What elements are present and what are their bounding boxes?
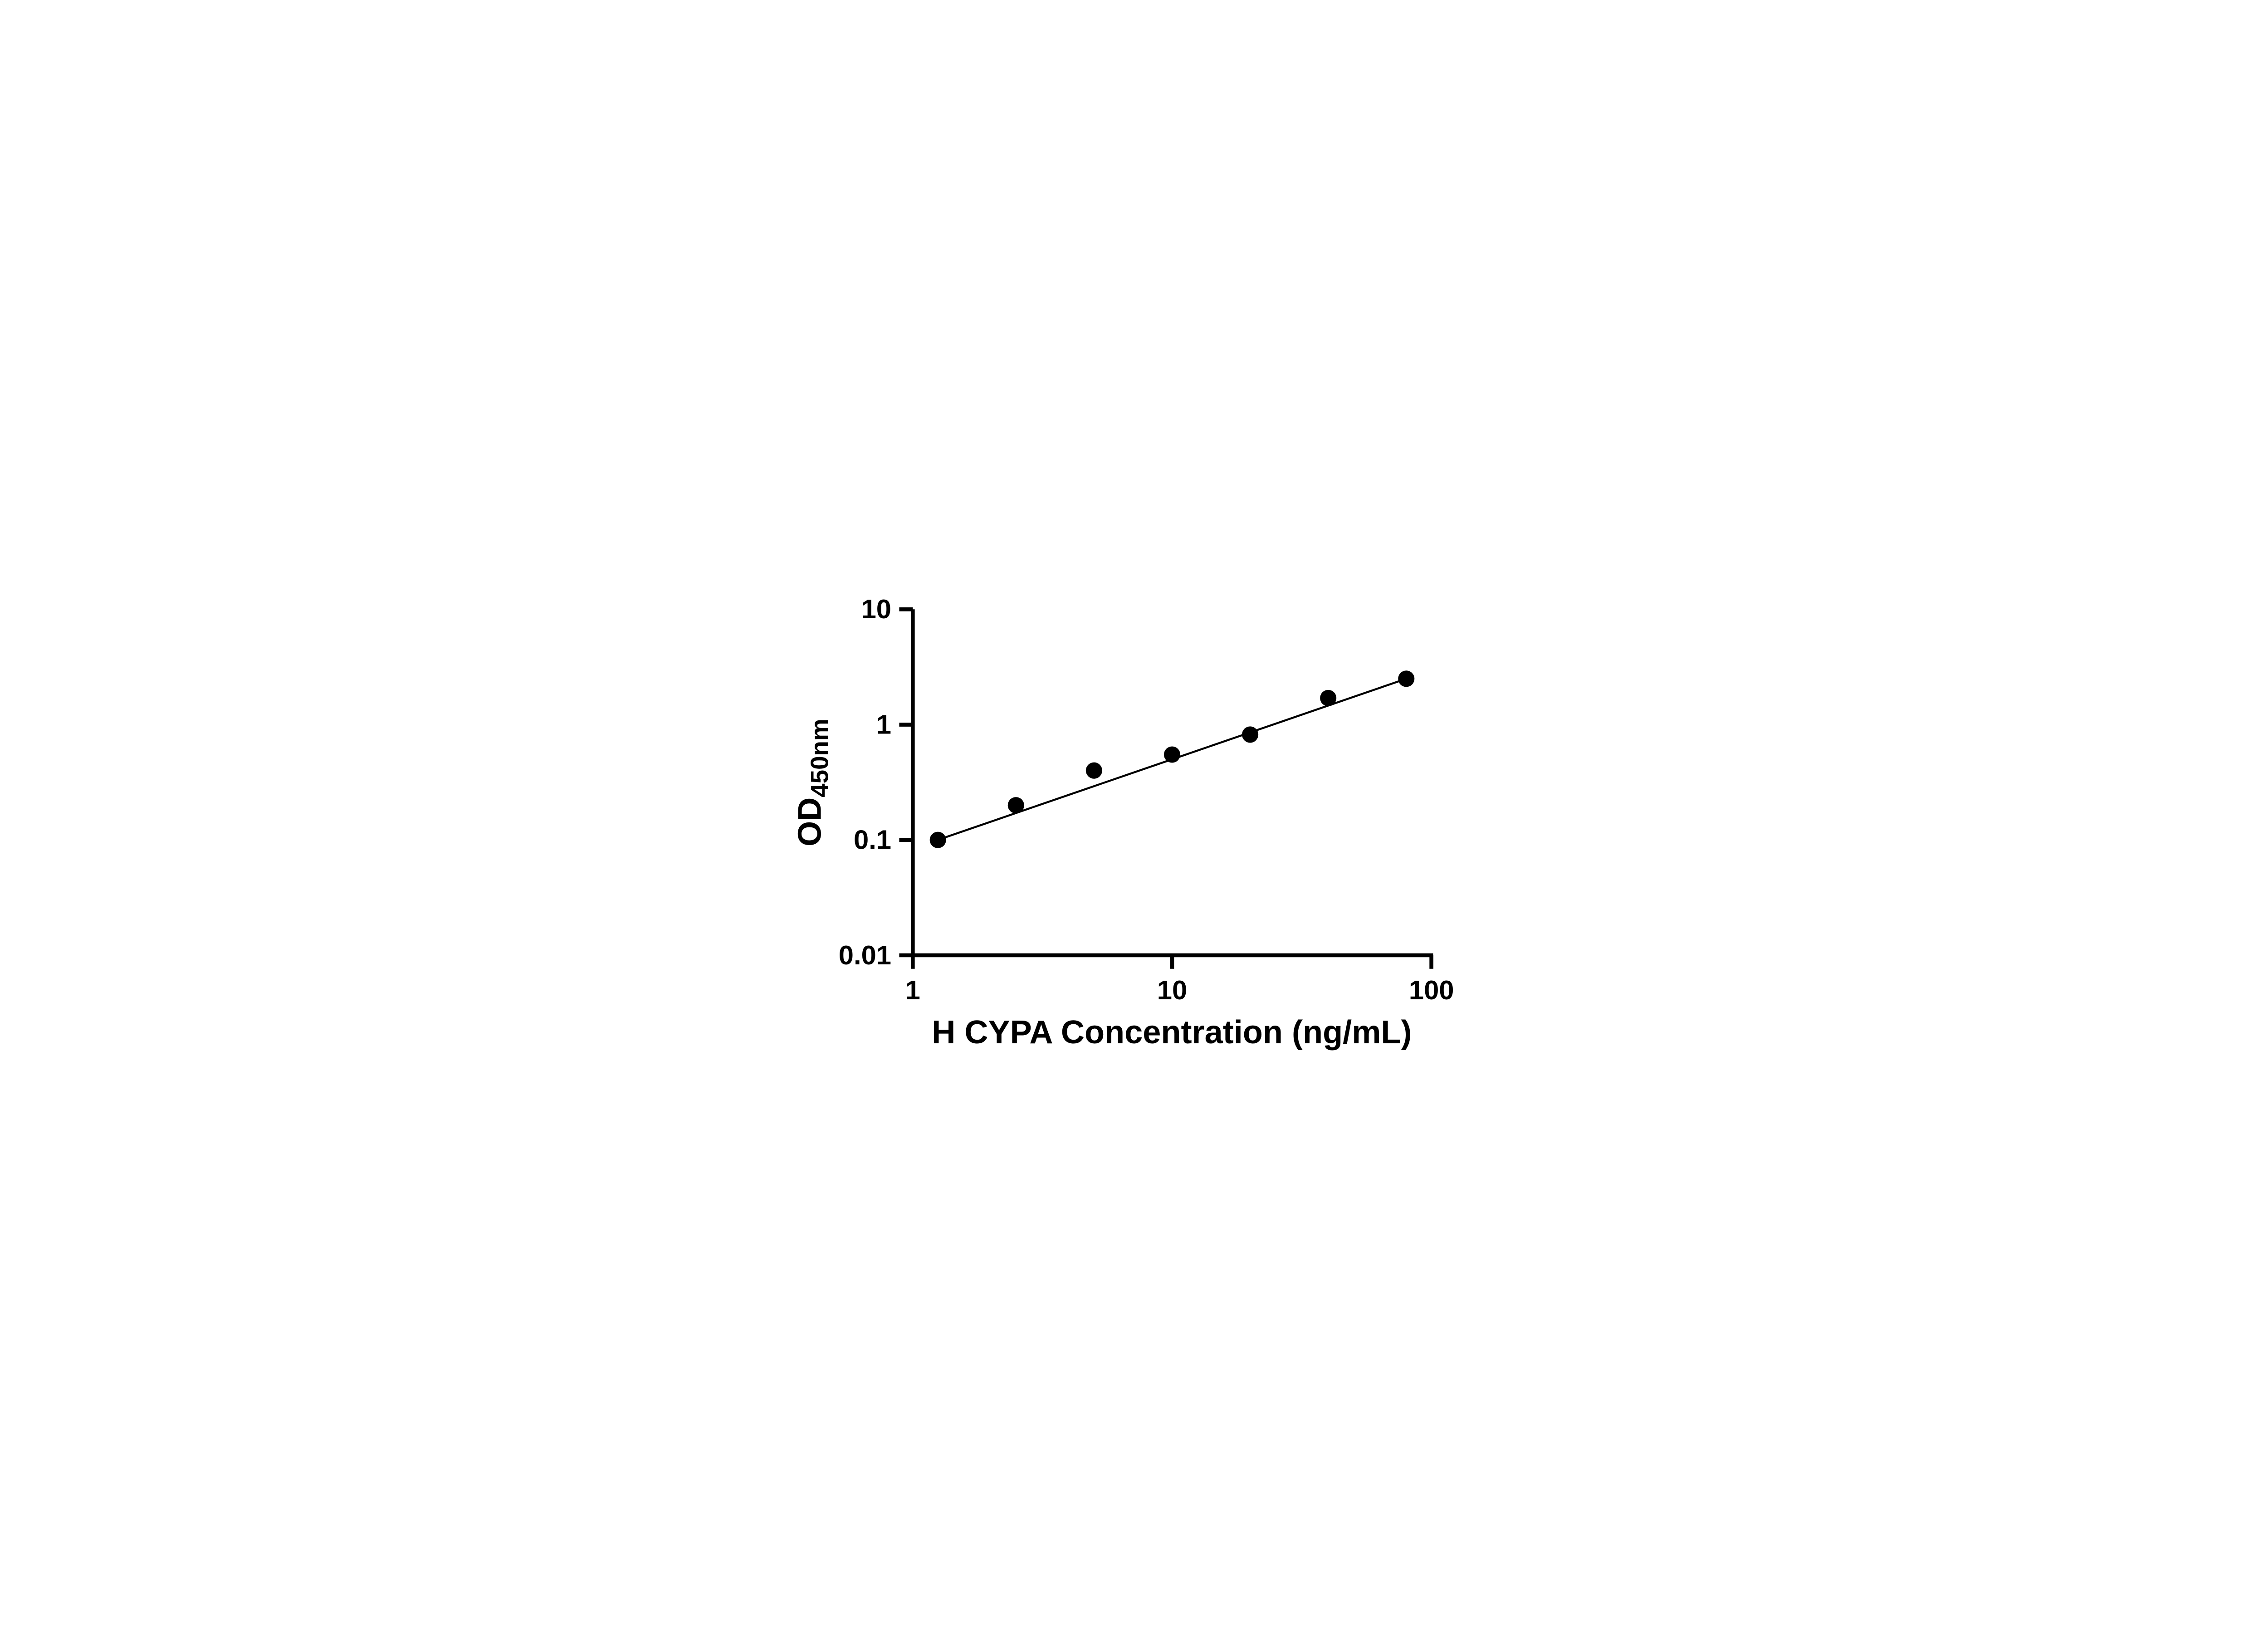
y-tick-label: 0.1 xyxy=(854,825,891,855)
x-axis-label: H CYPA Concentration (ng/mL) xyxy=(932,1014,1412,1051)
data-point xyxy=(929,831,946,848)
y-tick-label: 0.01 xyxy=(839,940,891,970)
y-axis-label-main: OD xyxy=(792,797,828,846)
x-tick-label: 1 xyxy=(905,975,920,1005)
data-point xyxy=(1085,762,1102,779)
data-point xyxy=(1398,670,1415,687)
data-point xyxy=(1242,726,1259,743)
y-axis-label: OD450nm xyxy=(792,719,833,847)
y-tick-label: 1 xyxy=(876,709,891,740)
standard-curve-chart: 1 10 100 0.01 0.1 1 10 H CYPA Concentration (n… xyxy=(792,594,1454,1051)
data-point xyxy=(1007,797,1024,814)
data-point xyxy=(1163,746,1181,763)
y-tick-label: 10 xyxy=(861,594,891,624)
y-axis-label-subscript: 450nm xyxy=(806,719,834,797)
x-tick-label: 10 xyxy=(1157,975,1187,1005)
data-point xyxy=(1320,689,1337,707)
plot-layer: 1 10 100 0.01 0.1 1 10 xyxy=(839,594,1454,1005)
x-tick-label: 100 xyxy=(1409,975,1454,1005)
elisa-standard-curve-figure: 1 10 100 0.01 0.1 1 10 H CYPA Concentration (n… xyxy=(771,562,1497,1071)
